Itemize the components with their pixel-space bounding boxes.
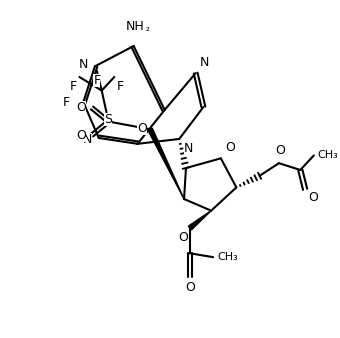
Text: O: O xyxy=(226,141,236,153)
Text: O: O xyxy=(178,231,188,244)
Text: NH: NH xyxy=(126,20,145,33)
Polygon shape xyxy=(148,128,184,199)
Text: N: N xyxy=(79,58,88,71)
Text: O: O xyxy=(76,128,86,142)
Text: CH₃: CH₃ xyxy=(318,150,338,161)
Text: O: O xyxy=(308,191,318,204)
Text: F: F xyxy=(63,96,70,108)
Text: N: N xyxy=(200,56,209,69)
Text: CH₃: CH₃ xyxy=(217,252,238,262)
Text: O: O xyxy=(137,122,147,135)
Text: O: O xyxy=(275,144,285,158)
Text: N: N xyxy=(184,142,193,155)
Text: F: F xyxy=(117,80,124,93)
Text: F: F xyxy=(69,80,76,93)
Text: S: S xyxy=(104,113,113,126)
Text: ₂: ₂ xyxy=(145,23,149,33)
Text: O: O xyxy=(185,281,195,294)
Text: F: F xyxy=(93,74,100,87)
Text: N: N xyxy=(83,134,92,146)
Text: O: O xyxy=(76,101,86,115)
Polygon shape xyxy=(188,211,211,230)
